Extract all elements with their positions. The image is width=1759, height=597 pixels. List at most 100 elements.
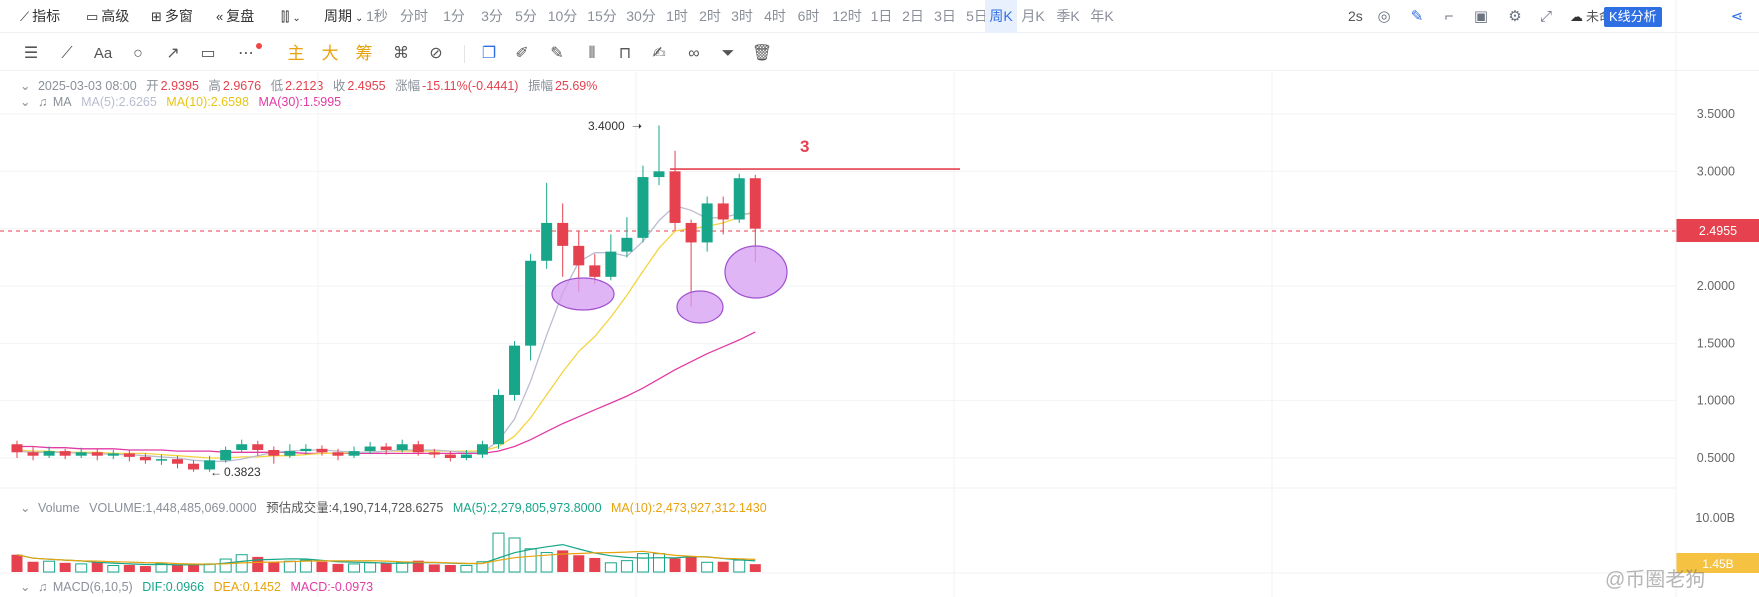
top-toolbar: ⟋ 指标 ▭ 高级 ⊞ 多窗 «复盘 ⫿⫿ ⌄ 周期 ⌄ 1秒 分时 1分 3分 5分 10分 15分… bbox=[0, 0, 1759, 33]
period-tab-16[interactable]: 3日 bbox=[934, 8, 956, 24]
chart-type-dropdown[interactable]: ⫿⫿ ⌄ bbox=[281, 0, 304, 33]
volume-bar bbox=[749, 564, 761, 572]
trash-icon[interactable]: 🗑 bbox=[751, 45, 773, 62]
highlight-ellipses bbox=[551, 245, 788, 324]
circle-icon[interactable]: ○ bbox=[133, 45, 143, 62]
text-tool-icon[interactable]: Aa bbox=[93, 45, 113, 62]
camera-icon[interactable]: ◎ bbox=[1377, 8, 1391, 25]
notification-dot bbox=[256, 43, 262, 49]
crop-icon[interactable]: ⌐ bbox=[1444, 8, 1454, 25]
magnet-icon[interactable]: ⌘ bbox=[393, 45, 409, 62]
multi-window-button[interactable]: ⊞ 多窗 bbox=[151, 0, 193, 33]
highlight-ellipse bbox=[724, 245, 788, 299]
chip-distribution-tool[interactable]: 筹 bbox=[355, 44, 373, 63]
period-tab-15[interactable]: 2日 bbox=[902, 8, 924, 24]
layout-icon[interactable]: ▣ bbox=[1473, 8, 1489, 25]
refresh-interval[interactable]: 2s bbox=[1348, 0, 1363, 33]
candle-body bbox=[653, 171, 665, 178]
current-price-tag bbox=[1676, 219, 1759, 242]
main-chip-tool[interactable]: 主 bbox=[287, 44, 305, 63]
period-tab-7[interactable]: 30分 bbox=[626, 8, 656, 24]
low-marker: 0.3823 bbox=[224, 465, 261, 479]
period-tab-19[interactable]: 月K bbox=[1021, 8, 1045, 24]
menu-icon[interactable]: ☰ bbox=[23, 45, 39, 62]
period-tab-10[interactable]: 3时 bbox=[731, 8, 753, 24]
candle-body bbox=[460, 454, 472, 458]
period-tab-4[interactable]: 5分 bbox=[515, 8, 537, 24]
trend-line-icon[interactable]: ⟋ bbox=[61, 45, 73, 62]
more-tools-icon[interactable]: ⋯ bbox=[238, 45, 254, 62]
volume-bar bbox=[268, 562, 280, 572]
large-order-tool[interactable]: 大 bbox=[321, 44, 339, 63]
collapse-icon[interactable]: ⌄ bbox=[20, 501, 31, 515]
period-tab-1[interactable]: 分时 bbox=[400, 8, 428, 24]
volume-bar bbox=[589, 557, 601, 572]
arrow-line-icon[interactable]: ↗ bbox=[166, 45, 180, 62]
period-tab-14[interactable]: 1日 bbox=[870, 8, 893, 24]
share-icon[interactable]: ⋖ bbox=[1730, 8, 1744, 25]
bell-icon[interactable]: ♫ bbox=[37, 580, 48, 594]
volume-info-row: ⌄ Volume VOLUME:1,448,485,069.0000 预估成交量… bbox=[20, 497, 773, 516]
collapse-icon[interactable]: ⌄ bbox=[20, 580, 31, 594]
period-tab-0[interactable]: 1秒 bbox=[366, 8, 388, 24]
volume-bar bbox=[283, 560, 296, 573]
filter-icon[interactable]: ⏷ bbox=[721, 45, 735, 62]
multi-window-label: 多窗 bbox=[164, 8, 193, 24]
period-tab-21[interactable]: 年K bbox=[1090, 8, 1114, 24]
period-tab-13[interactable]: 12时 bbox=[832, 8, 862, 24]
period-tab-11[interactable]: 4时 bbox=[764, 8, 786, 24]
advanced-button[interactable]: ▭ 高级 bbox=[86, 0, 129, 33]
rectangle-icon[interactable]: ▭ bbox=[200, 45, 216, 62]
ruler-icon[interactable]: ✐ bbox=[515, 45, 529, 62]
period-tab-18[interactable]: 周K bbox=[985, 0, 1017, 33]
advanced-label: 高级 bbox=[101, 8, 130, 24]
volume-ma10: MA(10):2,473,927,312.1430 bbox=[611, 501, 767, 515]
fullscreen-icon[interactable]: ⤢ bbox=[1539, 8, 1552, 25]
candle-body bbox=[11, 444, 23, 453]
replay-button[interactable]: «复盘 bbox=[216, 0, 254, 33]
indicators-button[interactable]: ⟋ 指标 bbox=[20, 0, 60, 33]
period-tab-12[interactable]: 6时 bbox=[797, 8, 820, 24]
period-tab-8[interactable]: 1时 bbox=[666, 8, 688, 24]
settings-icon[interactable]: ⚙ bbox=[1508, 8, 1522, 25]
candle-body bbox=[284, 451, 296, 456]
collapse-icon[interactable]: ⌄ bbox=[20, 95, 31, 109]
volume-bar bbox=[380, 563, 392, 572]
low-arrow-icon: ← bbox=[210, 465, 222, 479]
brush-icon[interactable]: ✎ bbox=[550, 45, 564, 62]
candle-body bbox=[428, 452, 440, 455]
indicators-label: 指标 bbox=[32, 8, 61, 24]
note-icon[interactable]: ✍ bbox=[652, 45, 666, 62]
lock-icon[interactable]: ⊓ bbox=[618, 45, 632, 62]
ma10-line bbox=[16, 209, 756, 459]
period-tab-3[interactable]: 3分 bbox=[481, 8, 503, 24]
volume-bar bbox=[75, 563, 88, 573]
collapse-icon[interactable]: ⌄ bbox=[20, 79, 31, 93]
briefcase-icon: ▭ bbox=[86, 9, 99, 24]
volume-bar bbox=[460, 565, 473, 573]
volume-bar bbox=[123, 564, 135, 572]
period-tab-17[interactable]: 5日 bbox=[966, 8, 988, 24]
volume-bar bbox=[428, 564, 440, 572]
period-tab-20[interactable]: 季K bbox=[1056, 8, 1080, 24]
period-tab-9[interactable]: 2时 bbox=[699, 8, 721, 24]
period-tab-6[interactable]: 15分 bbox=[587, 8, 617, 24]
ohlc-info-row: ⌄ 2025-03-03 08:00 开 2.9395 高 2.9676 低 2.21… bbox=[20, 75, 603, 94]
period-tab-2[interactable]: 1分 bbox=[443, 8, 465, 24]
link-icon[interactable]: ∞ bbox=[688, 45, 700, 62]
candle-body bbox=[733, 178, 745, 220]
copy-icon[interactable]: ❐ bbox=[481, 45, 497, 62]
period-dropdown[interactable]: 周期 ⌄ bbox=[324, 0, 366, 33]
candle-body bbox=[380, 446, 392, 450]
eraser-line-icon[interactable]: ⊘ bbox=[429, 45, 443, 62]
period-tab-5[interactable]: 10分 bbox=[547, 8, 578, 24]
ma5-value: MA(5):2.6265 bbox=[81, 95, 157, 109]
volume-bar bbox=[332, 563, 344, 572]
kline-analysis-button[interactable]: K线分析 bbox=[1604, 7, 1662, 27]
bar-compare-icon[interactable]: ⫴ bbox=[588, 45, 596, 62]
pen-icon[interactable]: ✎ bbox=[1410, 8, 1424, 25]
bell-icon[interactable]: ♫ bbox=[37, 95, 48, 109]
volume-bar bbox=[508, 537, 521, 573]
volume-bar bbox=[573, 555, 585, 572]
